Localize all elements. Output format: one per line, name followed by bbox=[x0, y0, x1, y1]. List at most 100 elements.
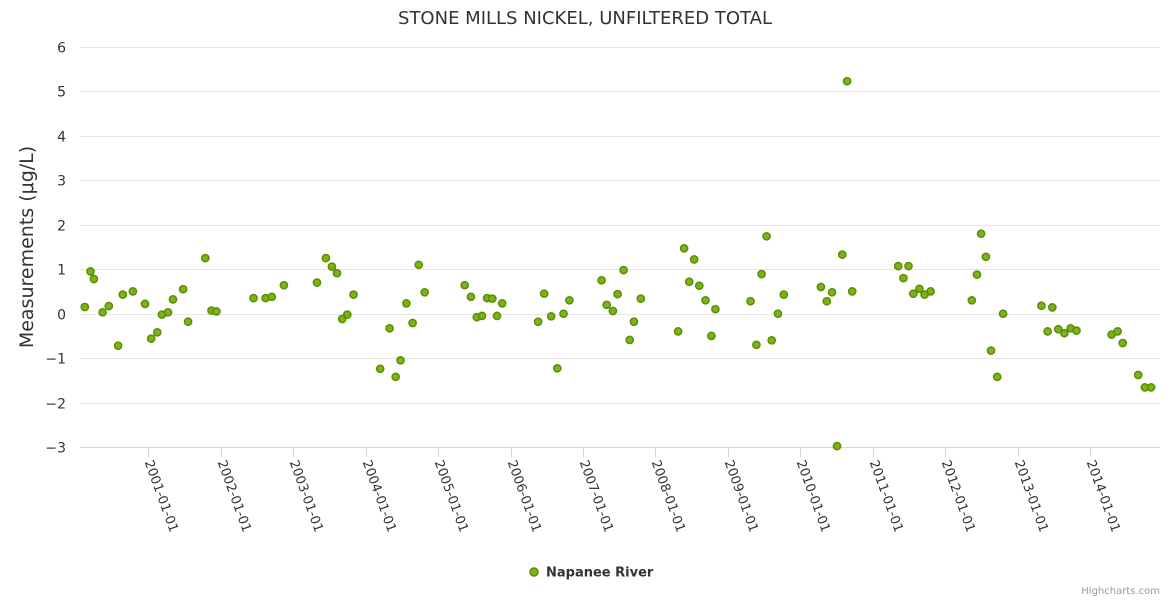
data-point[interactable] bbox=[539, 289, 549, 299]
data-point[interactable] bbox=[816, 282, 826, 292]
data-point[interactable] bbox=[757, 269, 766, 279]
data-point[interactable] bbox=[1047, 303, 1057, 312]
data-point[interactable] bbox=[981, 252, 991, 262]
data-point[interactable] bbox=[385, 323, 394, 333]
data-point[interactable] bbox=[602, 300, 612, 310]
data-point[interactable] bbox=[673, 327, 683, 336]
data-point[interactable] bbox=[414, 260, 424, 270]
data-point[interactable] bbox=[212, 307, 221, 316]
data-point[interactable] bbox=[375, 364, 385, 374]
data-point[interactable] bbox=[1037, 301, 1046, 311]
data-point[interactable] bbox=[1043, 327, 1052, 336]
data-point[interactable] bbox=[552, 363, 562, 373]
data-point[interactable] bbox=[492, 311, 502, 321]
data-point[interactable] bbox=[767, 335, 777, 345]
data-point[interactable] bbox=[608, 306, 618, 316]
data-point[interactable] bbox=[679, 243, 689, 253]
data-point[interactable] bbox=[420, 287, 430, 297]
data-point[interactable] bbox=[822, 296, 832, 306]
data-point[interactable] bbox=[168, 295, 178, 304]
data-point[interactable] bbox=[183, 317, 193, 327]
data-point[interactable] bbox=[408, 318, 417, 328]
data-point[interactable] bbox=[89, 274, 99, 284]
data-point[interactable] bbox=[349, 290, 358, 299]
data-point[interactable] bbox=[899, 273, 908, 283]
data-point[interactable] bbox=[460, 280, 470, 290]
data-point[interactable] bbox=[904, 261, 913, 271]
data-point[interactable] bbox=[926, 287, 935, 296]
data-point[interactable] bbox=[113, 341, 123, 351]
data-point[interactable] bbox=[546, 311, 556, 321]
legend[interactable]: Napanee River bbox=[529, 566, 654, 581]
data-point[interactable] bbox=[707, 331, 716, 341]
data-point[interactable] bbox=[1133, 370, 1143, 380]
data-point[interactable] bbox=[80, 302, 90, 312]
data-point[interactable] bbox=[565, 295, 574, 305]
data-point[interactable] bbox=[104, 301, 114, 311]
data-point[interactable] bbox=[992, 372, 1002, 382]
data-point[interactable] bbox=[279, 280, 289, 290]
data-point[interactable] bbox=[976, 229, 986, 239]
data-point[interactable] bbox=[497, 299, 507, 308]
data-point[interactable] bbox=[827, 287, 837, 297]
legend-label[interactable]: Napanee River bbox=[546, 566, 654, 581]
legend-marker[interactable] bbox=[529, 567, 539, 577]
data-point[interactable] bbox=[342, 310, 352, 319]
data-point[interactable] bbox=[636, 294, 646, 303]
data-point[interactable] bbox=[597, 275, 606, 285]
data-point[interactable] bbox=[1060, 328, 1069, 338]
data-point[interactable] bbox=[332, 268, 342, 278]
data-point[interactable] bbox=[998, 309, 1008, 319]
data-point[interactable] bbox=[908, 289, 918, 299]
data-point[interactable] bbox=[396, 355, 405, 365]
data-point[interactable] bbox=[128, 287, 138, 296]
data-point[interactable] bbox=[689, 255, 699, 264]
data-point[interactable] bbox=[466, 292, 476, 302]
data-point[interactable] bbox=[477, 311, 487, 321]
data-point[interactable] bbox=[1118, 338, 1128, 348]
data-point[interactable] bbox=[684, 277, 694, 287]
data-point[interactable] bbox=[762, 231, 771, 241]
data-point[interactable] bbox=[972, 270, 982, 279]
data-point[interactable] bbox=[118, 290, 128, 299]
data-point[interactable] bbox=[629, 317, 639, 327]
data-point[interactable] bbox=[746, 296, 755, 306]
data-point[interactable] bbox=[619, 265, 628, 275]
data-point[interactable] bbox=[98, 307, 107, 317]
data-point[interactable] bbox=[152, 327, 162, 337]
data-point[interactable] bbox=[986, 346, 996, 355]
data-point[interactable] bbox=[146, 334, 156, 343]
data-point[interactable] bbox=[249, 293, 258, 303]
data-point[interactable] bbox=[967, 295, 977, 305]
series-napanee-river[interactable] bbox=[80, 76, 1156, 451]
data-point[interactable] bbox=[847, 287, 857, 296]
data-point[interactable] bbox=[837, 250, 847, 259]
data-point[interactable] bbox=[312, 278, 322, 287]
data-point[interactable] bbox=[327, 262, 337, 271]
data-point[interactable] bbox=[752, 340, 761, 350]
data-point[interactable] bbox=[200, 253, 210, 263]
data-point[interactable] bbox=[86, 267, 95, 276]
data-point[interactable] bbox=[779, 290, 789, 299]
data-point[interactable] bbox=[1146, 383, 1156, 392]
data-point[interactable] bbox=[711, 304, 720, 314]
data-point[interactable] bbox=[613, 289, 622, 299]
data-point[interactable] bbox=[694, 281, 704, 291]
data-point[interactable] bbox=[1113, 327, 1122, 336]
data-point[interactable] bbox=[559, 309, 568, 319]
data-point[interactable] bbox=[321, 253, 331, 263]
data-point[interactable] bbox=[1072, 326, 1081, 335]
data-point[interactable] bbox=[832, 441, 842, 451]
data-point[interactable] bbox=[625, 335, 635, 345]
data-point[interactable] bbox=[701, 295, 710, 305]
data-point[interactable] bbox=[1053, 324, 1063, 334]
data-point[interactable] bbox=[178, 284, 188, 294]
data-point[interactable] bbox=[267, 292, 277, 302]
credits-link[interactable]: Highcharts.com bbox=[1081, 586, 1160, 597]
data-point[interactable] bbox=[391, 372, 401, 382]
data-point[interactable] bbox=[773, 309, 783, 319]
data-point[interactable] bbox=[163, 307, 173, 317]
data-point[interactable] bbox=[842, 76, 852, 86]
data-point[interactable] bbox=[402, 299, 411, 308]
data-point[interactable] bbox=[487, 294, 497, 303]
